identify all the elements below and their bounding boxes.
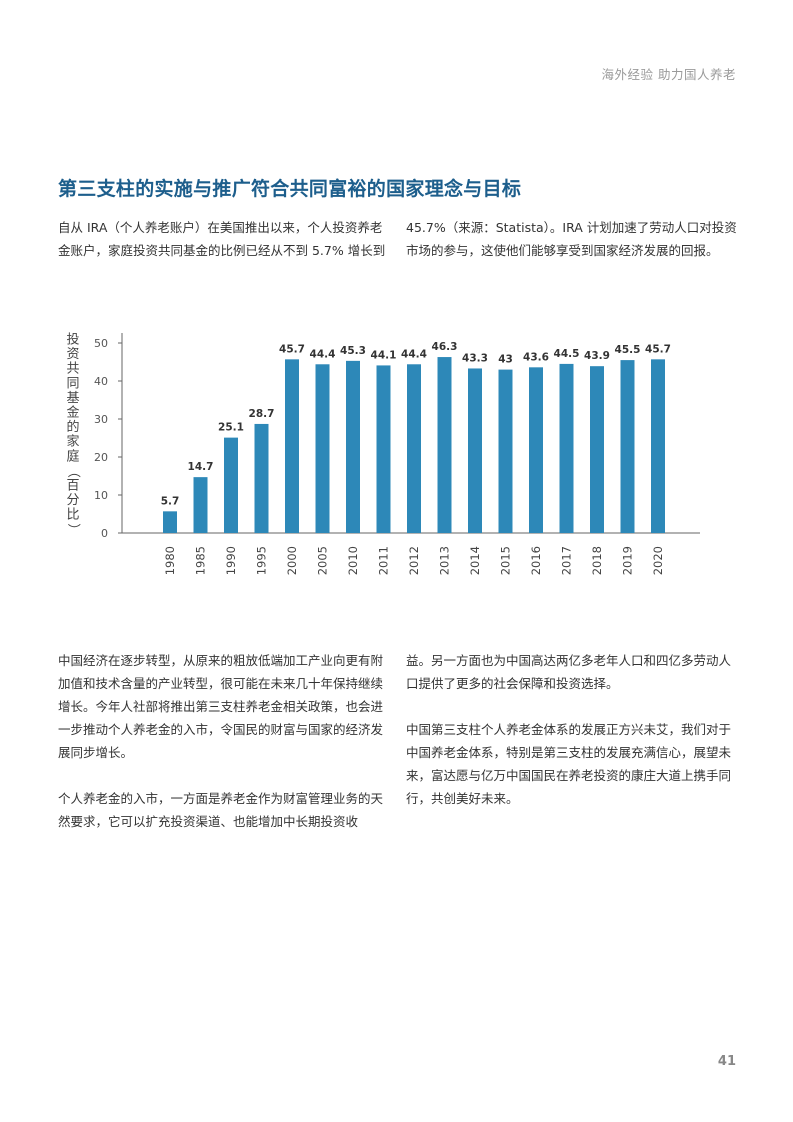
y-axis: 0 10 20 30 40 50 (94, 333, 700, 540)
x-tick-label: 2012 (407, 546, 421, 575)
bar-value-label: 45.3 (340, 345, 366, 357)
bar (224, 437, 238, 533)
x-tick-label: 2000 (285, 546, 299, 575)
svg-text:金: 金 (66, 405, 79, 421)
bar (254, 423, 269, 533)
x-tick-label: 1990 (224, 546, 238, 575)
bar (468, 368, 482, 533)
bar-value-label: 14.7 (188, 461, 214, 473)
bar-value-label: 43.3 (462, 352, 488, 364)
svg-text:比: 比 (66, 508, 79, 523)
svg-text:投: 投 (66, 332, 79, 348)
svg-text:的: 的 (66, 419, 79, 435)
x-tick-label: 2016 (529, 546, 543, 575)
bar-value-label: 44.1 (371, 349, 397, 361)
bar (376, 365, 391, 533)
svg-text:百: 百 (66, 479, 79, 494)
bar-value-label: 46.3 (432, 341, 458, 353)
x-tick-label: 1980 (163, 546, 177, 575)
svg-text:基: 基 (66, 391, 79, 406)
x-tick-label: 2014 (468, 546, 482, 575)
bar-value-label: 45.7 (645, 343, 671, 355)
intro-right-column: 45.7%（来源：Statista）。IRA 计划加速了劳动人口对投资市场的参与… (406, 216, 740, 262)
bar-value-label: 43 (498, 354, 513, 366)
body-right-paragraph-1: 益。另一方面也为中国高达两亿多老年人口和四亿多劳动人口提供了更多的社会保障和投资… (406, 653, 732, 691)
bar-value-label: 5.7 (161, 495, 180, 507)
y-tick-label: 40 (94, 375, 108, 388)
y-tick-label: 20 (94, 451, 108, 464)
y-tick-label: 0 (101, 527, 108, 540)
y-tick-label: 10 (94, 489, 108, 502)
bar (346, 360, 360, 533)
bar-value-label: 45.7 (279, 343, 305, 355)
x-tick-label: 2005 (316, 546, 330, 575)
bar (620, 360, 635, 533)
bar (407, 364, 421, 533)
page-number: 41 (717, 1054, 736, 1069)
body-left-paragraph-1: 中国经济在逐步转型，从原来的粗放低端加工产业向更有附加值和技术含量的产业转型，很… (58, 653, 384, 760)
svg-text:家: 家 (66, 434, 79, 450)
body-left-column: 中国经济在逐步转型，从原来的粗放低端加工产业向更有附加值和技术含量的产业转型，很… (58, 649, 392, 833)
bar-value-label: 44.4 (401, 348, 427, 360)
x-tick-label: 2011 (377, 546, 391, 575)
y-tick-label: 30 (94, 413, 108, 426)
x-tick-label: 2018 (590, 546, 604, 575)
x-tick-label: 2015 (499, 546, 513, 575)
svg-text:庭: 庭 (66, 448, 79, 464)
x-tick-label: 2010 (346, 546, 360, 575)
x-tick-label: 1985 (194, 546, 208, 575)
svg-text:分: 分 (66, 493, 79, 508)
x-tick-label: 2017 (560, 546, 574, 575)
intro-left-paragraph: 自从 IRA（个人养老账户）在美国推出以来，个人投资养老金账户，家庭投资共同基金… (58, 220, 386, 258)
bar-value-label: 45.5 (615, 344, 641, 356)
body-left-paragraph-2: 个人养老金的入市，一方面是养老金作为财富管理业务的天然要求，它可以扩充投资渠道、… (58, 791, 384, 829)
body-right-paragraph-2: 中国第三支柱个人养老金体系的发展正方兴未艾，我们对于中国养老金体系，特别是第三支… (406, 722, 732, 806)
bar-value-label: 44.5 (554, 348, 580, 360)
bar-value-label: 43.9 (584, 350, 610, 362)
running-header: 海外经验 助力国人养老 (601, 67, 736, 82)
bar (590, 366, 604, 533)
svg-text:（: （ (66, 465, 81, 478)
svg-text:）: ） (66, 523, 81, 536)
x-tick-label: 1995 (255, 546, 269, 575)
svg-text:共: 共 (66, 362, 79, 377)
bar-value-label: 25.1 (218, 422, 244, 434)
svg-text:资: 资 (66, 347, 79, 362)
bar-series: 5.7 1980 14.7 1985 25.1 1990 28.7 1995 45.7 2000 4… (161, 341, 671, 575)
y-tick-label: 50 (94, 337, 108, 350)
x-tick-label: 2013 (438, 546, 452, 575)
bar (163, 511, 177, 533)
bar (651, 359, 665, 533)
bar-value-label: 43.6 (523, 351, 549, 363)
bar (559, 363, 574, 533)
bar (193, 477, 208, 533)
x-tick-label: 2020 (651, 546, 665, 575)
bar (529, 367, 543, 533)
bar (285, 359, 299, 533)
bar (498, 369, 513, 533)
body-right-column: 益。另一方面也为中国高达两亿多老年人口和四亿多劳动人口提供了更多的社会保障和投资… (406, 649, 740, 810)
bar (315, 364, 330, 533)
intro-left-column: 自从 IRA（个人养老账户）在美国推出以来，个人投资养老金账户，家庭投资共同基金… (58, 216, 392, 262)
bar-value-label: 44.4 (310, 348, 336, 360)
bar-value-label: 28.7 (249, 408, 275, 420)
page-title: 第三支柱的实施与推广符合共同富裕的国家理念与目标 (58, 178, 522, 200)
svg-text:同: 同 (66, 376, 79, 391)
intro-right-paragraph: 45.7%（来源：Statista）。IRA 计划加速了劳动人口对投资市场的参与… (406, 220, 737, 258)
x-tick-label: 2019 (621, 546, 635, 575)
bar (437, 357, 452, 533)
